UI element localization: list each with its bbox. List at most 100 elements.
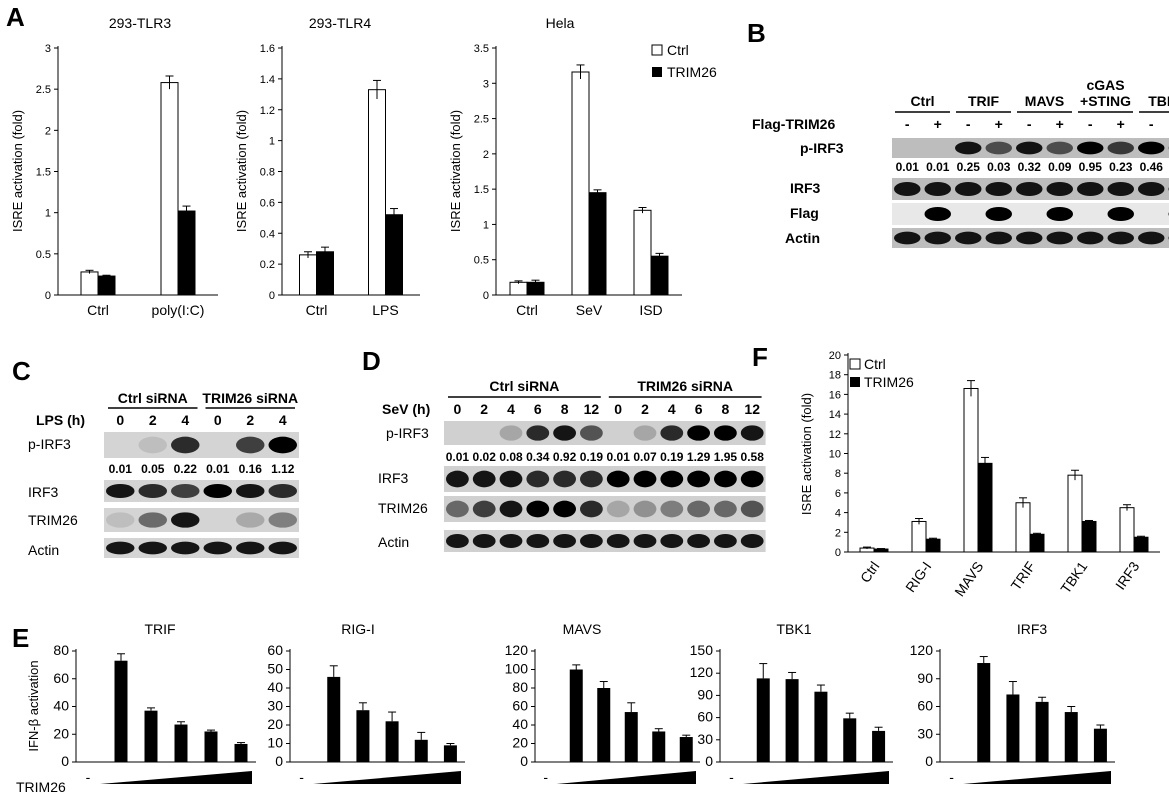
band (553, 425, 576, 441)
category-label: Ctrl (87, 302, 109, 318)
legend-f-trim26-label: TRIM26 (864, 374, 914, 390)
y-tick-label: 120 (690, 664, 714, 680)
bar (443, 745, 457, 762)
band (1077, 231, 1104, 245)
chart-f: ISRE activation (fold) 0 2 4 6 8 10 12 14 16 18 20 C… (799, 350, 1160, 599)
quant-value: 0.92 (553, 450, 577, 464)
y-tick-label: 6 (835, 488, 841, 500)
quant-value: 0.03 (987, 160, 1011, 174)
quant-value: 0.16 (239, 462, 263, 476)
band (580, 500, 603, 518)
band (138, 512, 167, 528)
band (268, 541, 297, 555)
category-label: TRIF (1008, 559, 1039, 594)
band (499, 425, 523, 441)
bar-trim26 (977, 462, 993, 553)
y-tick-label: 100 (505, 661, 529, 677)
y-tick-label: 20 (829, 350, 841, 362)
blot-strip (104, 508, 299, 532)
y-tick-label: 20 (267, 716, 283, 732)
band (171, 436, 200, 454)
blot-c: Ctrl siRNA TRIM26 siRNA LPS (h) 0 2 4 0 2 4 p-IRF… (28, 390, 299, 558)
band (203, 541, 232, 555)
band (268, 512, 297, 528)
chart-title: TBK1 (776, 621, 811, 637)
y-tick-label: 60 (267, 642, 283, 658)
bar (872, 730, 886, 762)
bar (569, 669, 583, 762)
y-tick-label: 1 (269, 136, 275, 148)
bar (652, 731, 666, 762)
band (740, 425, 764, 441)
band (268, 483, 297, 499)
quant-value: 0.25 (957, 160, 981, 174)
sev-time-label: SeV (h) (382, 401, 430, 417)
row-label: p-IRF3 (800, 140, 844, 156)
category-label: RIG-I (902, 559, 934, 596)
quant-value: 0.01 (926, 160, 950, 174)
chart-title: 293-TLR3 (109, 15, 171, 31)
band (236, 436, 265, 454)
quant-value: 0.01 (446, 450, 470, 464)
time-point: 4 (507, 401, 515, 417)
lane-group-label: MAVS (1025, 93, 1064, 109)
category-label: ISD (639, 302, 662, 318)
bar (1093, 728, 1107, 762)
band (606, 500, 630, 518)
y-tick-label: 90 (697, 686, 713, 702)
chart-a3: Hela ISRE activation (fold) 0 0.5 1 1.5 2 2.5 3 3… (448, 15, 682, 318)
time-point: 2 (246, 412, 254, 428)
y-tick-label: 2.5 (36, 84, 51, 96)
band (106, 483, 135, 499)
band (236, 512, 265, 528)
quant-value: 0.32 (1018, 160, 1042, 174)
bar-ctrl (1067, 474, 1083, 553)
time-point: 4 (181, 412, 189, 428)
bar-trim26 (925, 538, 941, 553)
y-tick-label: 1.2 (260, 105, 275, 117)
bar (1006, 694, 1020, 762)
category-label: Ctrl (516, 302, 538, 318)
chart-title: TRIF (144, 621, 175, 637)
lane-group-label: cGAS (1086, 77, 1124, 93)
band (553, 470, 576, 488)
band (924, 206, 951, 222)
band (106, 541, 135, 555)
quant-value: 0.05 (141, 462, 165, 476)
bar (356, 710, 370, 762)
row-label: TRIM26 (28, 512, 78, 528)
band (687, 533, 710, 549)
chart-e5: IRF3 0 30 60 90 120 - (910, 621, 1115, 785)
band (171, 541, 200, 555)
row-label: IRF3 (790, 180, 821, 196)
band (526, 470, 550, 488)
band (606, 470, 630, 488)
y-axis-label: ISRE activation (fold) (234, 110, 249, 232)
chart-a2: 293-TLR4 ISRE activation (fold) 0 0.2 0.4 0.6… (234, 15, 420, 318)
time-point: 2 (149, 412, 157, 428)
lane-group-label: Ctrl siRNA (489, 378, 559, 394)
quant-value: 0.09 (1048, 160, 1072, 174)
y-tick-label: 120 (910, 642, 934, 658)
dose-wedge (963, 771, 1111, 784)
blot-b: Ctrl TRIF MAVS cGAS+STING TBK1 Flag-TRIM26 - + -… (752, 77, 1169, 248)
quant-value: 0.08 (499, 450, 523, 464)
y-tick-label: 10 (829, 449, 841, 461)
row-label: TRIM26 (378, 500, 428, 516)
bar-ctrl (633, 209, 652, 296)
chart-e2: RIG-I 0 10 20 30 40 50 60 - (267, 621, 465, 785)
western-blots: CtrlTRIFMAVScGAS+STINGTBK1Flag-TRIM26-+-… (28, 77, 1169, 558)
band (660, 500, 684, 518)
bar-trim26 (1029, 533, 1045, 553)
panel-label-b: B (747, 18, 766, 48)
row-label: Actin (28, 542, 59, 558)
band (633, 500, 657, 518)
row-label: Flag (790, 205, 819, 221)
quant-value: 1.12 (271, 462, 295, 476)
bar-ctrl (80, 271, 99, 296)
band (924, 231, 951, 245)
no-trim26-label: - (86, 769, 91, 785)
band (236, 541, 265, 555)
y-tick-label: 60 (53, 670, 69, 686)
